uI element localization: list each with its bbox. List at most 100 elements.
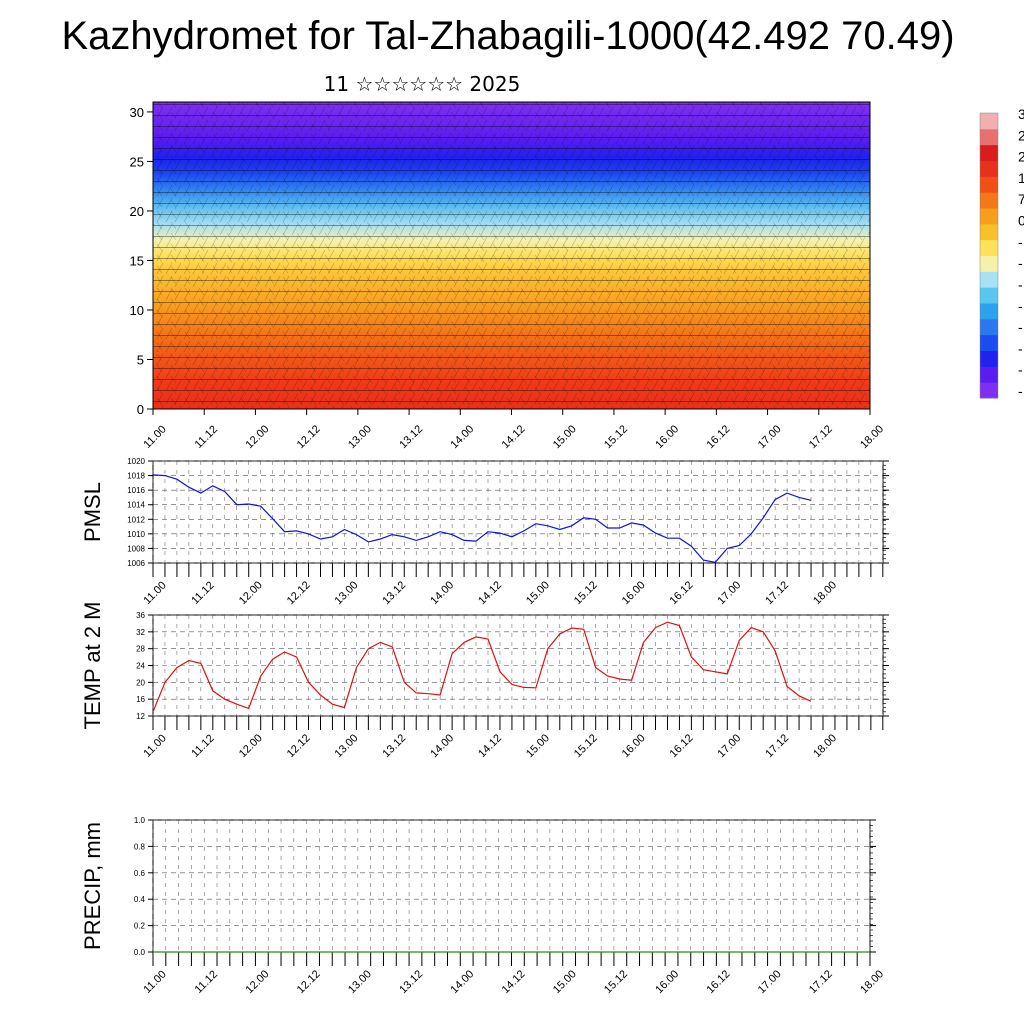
chart-title: Kazhydromet for Tal-Zhabagili-1000(42.49…: [61, 14, 955, 58]
colorbar-label: -: [1018, 383, 1023, 399]
temp-x-tick-label: 12.00: [237, 732, 265, 760]
heatmap-y-tick-label: 15: [130, 253, 144, 268]
chart-subtitle: 11 ☆☆☆☆☆☆ 2025: [323, 72, 521, 96]
colorbar-swatch: [980, 334, 998, 351]
precip-x-tick-label: 12.12: [295, 968, 323, 996]
temp-y-tick-label: 24: [136, 662, 145, 671]
colorbar-label: -: [1018, 298, 1023, 314]
heatmap-x-tick-label: 12.00: [244, 423, 272, 451]
temp-x-tick-label: 18.00: [811, 732, 839, 760]
heatmap-x-tick-label: 18.00: [858, 423, 886, 451]
pmsl-x-tick-label: 15.00: [524, 579, 552, 607]
heatmap-x-tick-label: 14.12: [500, 423, 528, 451]
precip-x-tick-label: 15.12: [602, 968, 630, 996]
colorbar-label: 2: [1018, 149, 1024, 165]
pmsl-y-axis-label: PMSL: [80, 482, 105, 542]
heatmap-y-tick-label: 30: [130, 105, 144, 120]
colorbar-label: -: [1018, 255, 1023, 271]
temp-y-tick-label: 36: [136, 611, 145, 620]
precip-x-tick-label: 12.00: [244, 968, 272, 996]
heatmap-x-tick-label: 15.00: [551, 423, 579, 451]
pmsl-y-tick-label: 1012: [127, 515, 145, 524]
pmsl-x-tick-label: 13.12: [380, 579, 408, 607]
colorbar-label: 0: [1018, 213, 1024, 229]
temp-y-tick-label: 16: [136, 695, 145, 704]
colorbar-swatch: [980, 318, 998, 336]
pmsl-x-tick-label: 14.12: [476, 579, 504, 607]
pmsl-y-tick-label: 1006: [127, 559, 145, 568]
colorbar-label: -: [1018, 340, 1023, 356]
temp-y-axis-label: TEMP at 2 M: [80, 602, 105, 730]
pmsl-x-tick-label: 12.00: [237, 579, 265, 607]
colorbar-swatch: [980, 287, 998, 304]
pmsl-y-tick-label: 1010: [127, 530, 145, 539]
precip-x-tick-label: 13.00: [346, 968, 374, 996]
temp-y-tick-label: 20: [136, 678, 145, 687]
colorbar-swatch: [980, 366, 998, 383]
colorbar-swatch: [980, 128, 998, 146]
pmsl-y-tick-label: 1014: [127, 501, 145, 510]
pmsl-y-tick-label: 1020: [127, 457, 145, 466]
precip-x-tick-label: 16.12: [705, 968, 733, 996]
precip-y-tick-label: 0.8: [134, 842, 146, 851]
colorbar-frame: [979, 112, 999, 399]
precip-x-tick-label: 17.12: [807, 968, 835, 996]
colorbar-label: 1: [1018, 170, 1024, 186]
temp-y-tick-label: 32: [136, 628, 145, 637]
temp-x-tick-label: 14.12: [476, 732, 504, 760]
heatmap-x-tick-label: 11.12: [193, 423, 220, 450]
precip-y-tick-label: 0.2: [134, 922, 146, 931]
temp-y-tick-label: 12: [136, 712, 145, 721]
pmsl-x-tick-label: 16.12: [668, 579, 696, 607]
precip-y-tick-label: 0.0: [134, 948, 146, 957]
temp-x-tick-label: 14.00: [428, 732, 456, 760]
colorbar-swatch: [980, 176, 998, 193]
temp-x-tick-label: 13.12: [380, 732, 408, 760]
precip-x-tick-label: 11.00: [141, 968, 168, 995]
heatmap-y-tick-label: 20: [130, 204, 144, 219]
heatmap-y-tick-label: 10: [130, 303, 144, 318]
colorbar-swatch: [980, 239, 998, 256]
colorbar-swatch: [980, 255, 998, 272]
temp-x-tick-label: 17.00: [715, 732, 743, 760]
pmsl-x-tick-label: 14.00: [428, 579, 456, 607]
colorbar-swatch: [980, 271, 998, 288]
heatmap-x-tick-label: 13.12: [397, 423, 425, 451]
heatmap-x-tick-label: 15.12: [602, 423, 630, 451]
colorbar-swatch: [980, 144, 998, 161]
colorbar-label: 3: [1018, 106, 1024, 122]
colorbar-swatch: [980, 223, 998, 241]
pmsl-x-tick-label: 18.00: [811, 579, 839, 607]
temp-x-tick-label: 16.12: [668, 732, 696, 760]
pmsl-frame: [152, 460, 884, 564]
precip-x-tick-label: 14.12: [500, 968, 528, 996]
precip-y-axis-label: PRECIP, mm: [80, 822, 105, 950]
colorbar-label: -: [1018, 319, 1023, 335]
temp-x-tick-label: 16.00: [620, 732, 648, 760]
pmsl-y-tick-label: 1018: [127, 472, 145, 481]
precip-y-tick-label: 0.6: [134, 869, 146, 878]
pmsl-x-tick-label: 16.00: [620, 579, 648, 607]
colorbar-label: 7: [1018, 191, 1024, 207]
wind-vectors-secondary: [153, 102, 870, 409]
precip-y-tick-label: 0.4: [134, 895, 146, 904]
temp-x-tick-label: 15.12: [572, 732, 600, 760]
heatmap-x-tick-label: 13.00: [346, 423, 374, 451]
heatmap-x-tick-label: 11.00: [141, 423, 168, 450]
temp-series-line: [152, 621, 812, 713]
heatmap-y-tick-label: 0: [137, 402, 144, 417]
precip-x-tick-label: 16.00: [653, 968, 681, 996]
colorbar-label: -: [1018, 362, 1023, 378]
precip-x-tick-label: 18.00: [858, 968, 886, 996]
pmsl-x-tick-label: 12.12: [285, 579, 313, 607]
temp-y-tick-label: 28: [136, 645, 145, 654]
temp-x-tick-label: 11.00: [141, 732, 168, 759]
heatmap-y-tick-label: 5: [137, 352, 144, 367]
colorbar-swatch: [980, 208, 998, 225]
precip-x-tick-label: 14.00: [448, 968, 476, 996]
colorbar-swatch: [980, 160, 998, 177]
temp-x-tick-label: 11.12: [189, 732, 216, 759]
temp-x-tick-label: 12.12: [285, 732, 313, 760]
pmsl-x-tick-label: 17.00: [715, 579, 743, 607]
